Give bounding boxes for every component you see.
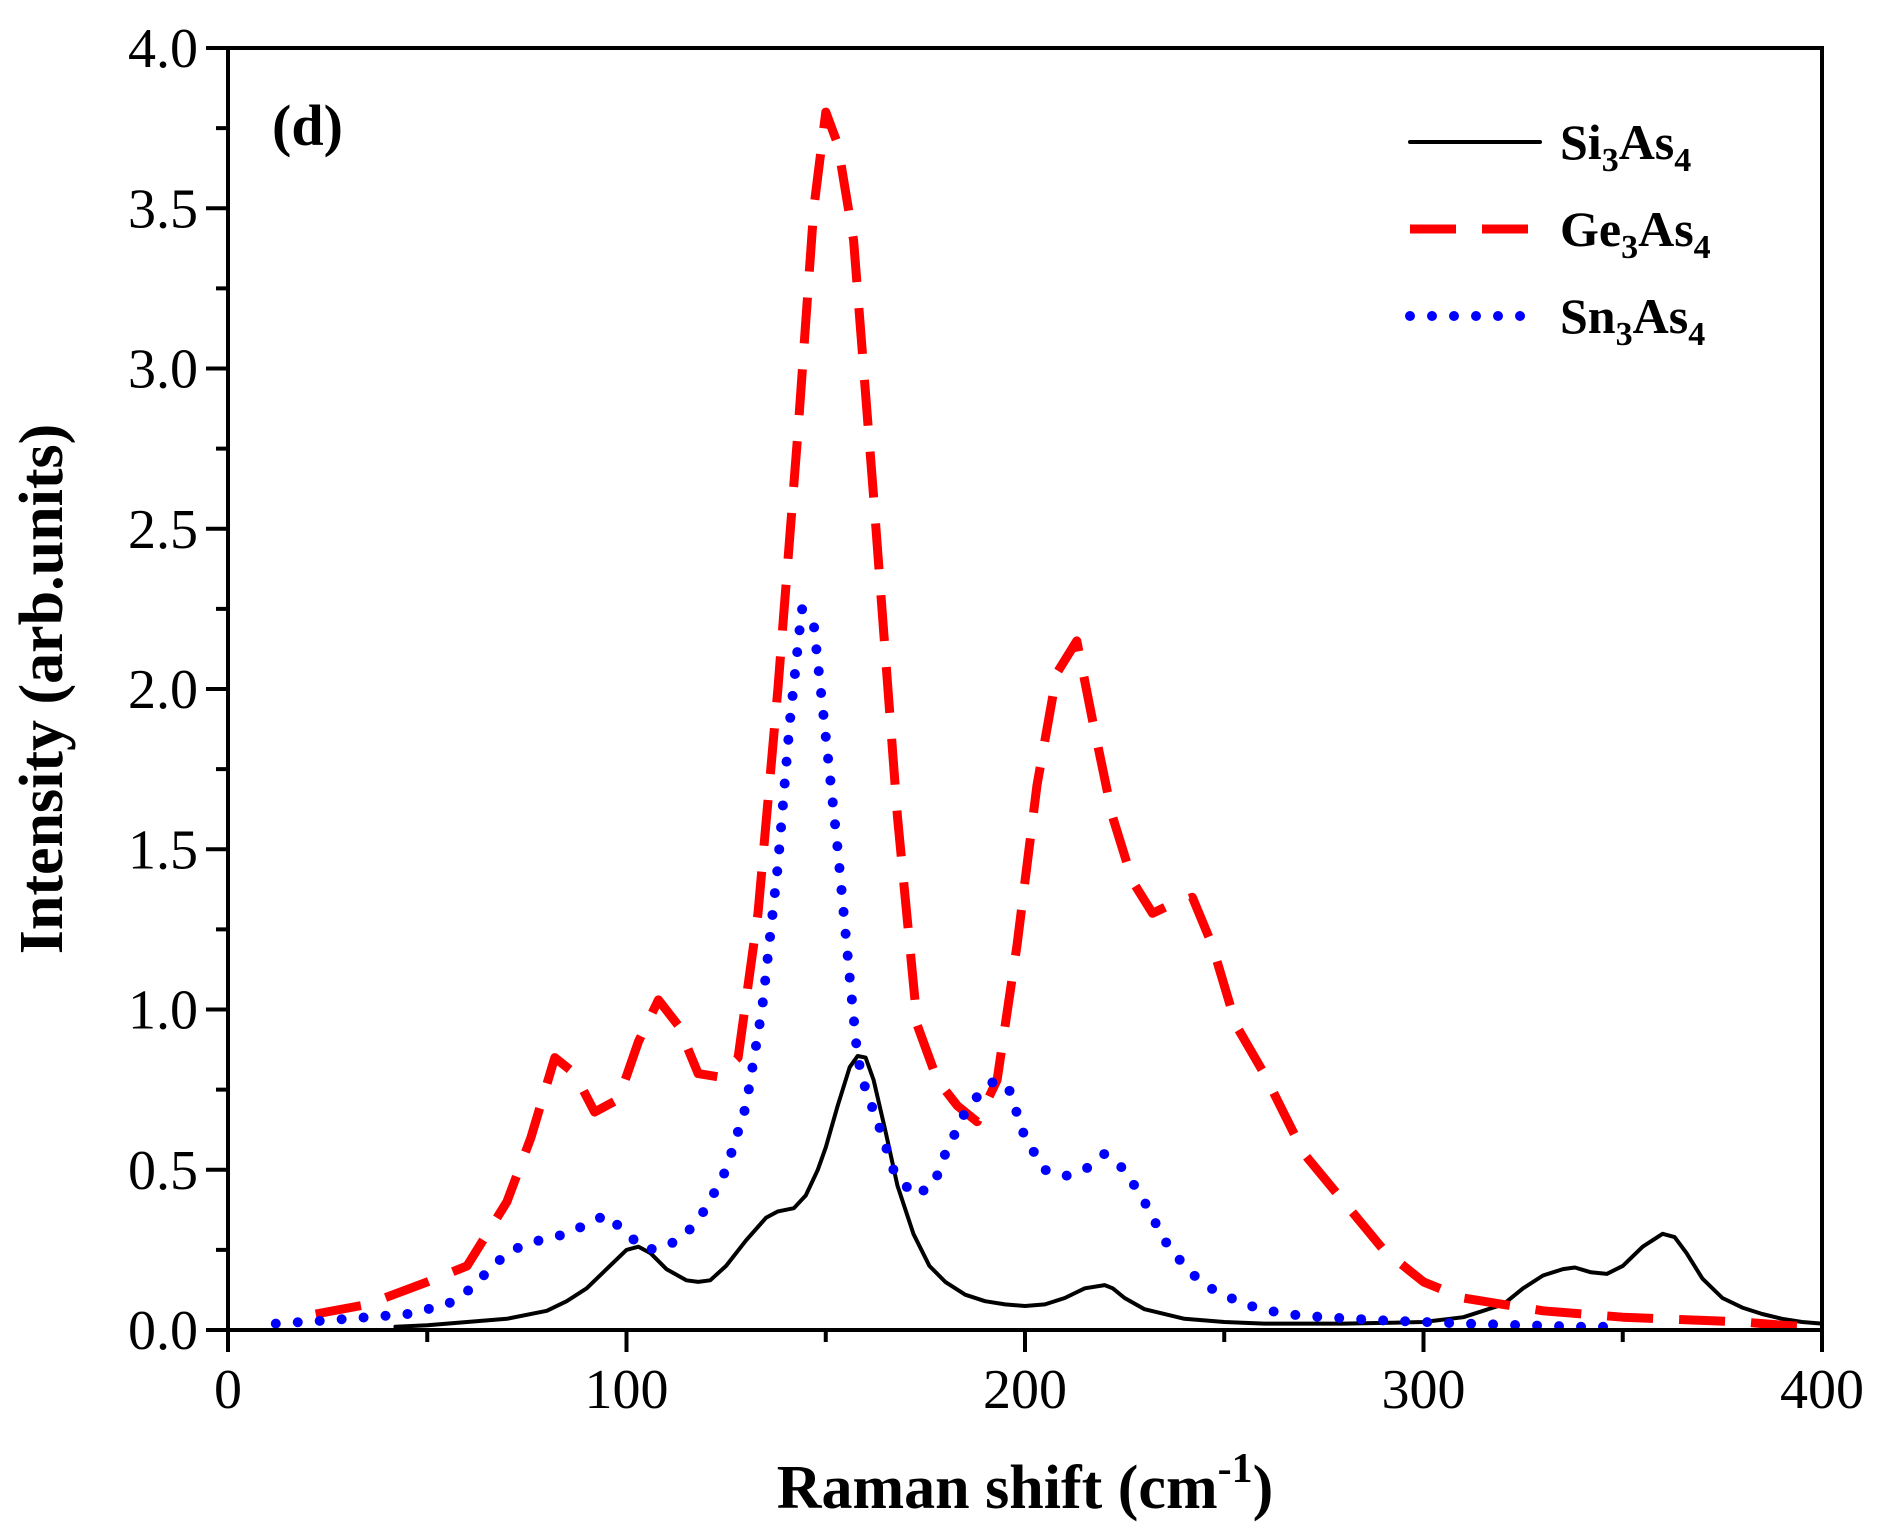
x-axis-title-main: Raman shift (cm	[777, 1454, 1218, 1522]
y-tick-label: 3.5	[128, 178, 198, 240]
legend-label-ge3as4: Ge3As4	[1560, 201, 1711, 266]
x-tick-label: 100	[585, 1359, 669, 1421]
panel-label: (d)	[272, 93, 343, 158]
tick-layer: 0 100 200 300 400 0.0 0.5 1.0 1.5 2.0 2.5 3.0 3.5 4.0	[128, 18, 1864, 1421]
series-line-ge3as4	[314, 107, 1815, 1330]
legend: Si3As4 Ge3As4 Sn3As4	[1405, 114, 1711, 353]
y-tick-label: 2.0	[128, 659, 198, 721]
y-tick-label: 1.0	[128, 980, 198, 1042]
y-tick-label: 0.5	[128, 1140, 198, 1202]
x-axis-title-suffix: )	[1253, 1454, 1274, 1522]
legend-label-si3as4: Si3As4	[1560, 114, 1691, 179]
x-tick-label: 300	[1382, 1359, 1466, 1421]
x-axis-title: Raman shift (cm-1)	[777, 1446, 1274, 1522]
y-tick-label: 1.5	[128, 819, 198, 881]
x-tick-label: 400	[1780, 1359, 1864, 1421]
y-tick-label: 3.0	[128, 339, 198, 401]
x-tick-label: 0	[214, 1359, 242, 1421]
y-tick-label: 2.5	[128, 499, 198, 561]
y-tick-label: 0.0	[128, 1300, 198, 1362]
series-line-sn3as4	[270, 603, 1628, 1330]
y-tick-label: 4.0	[128, 18, 198, 80]
series-layer	[270, 107, 1822, 1330]
x-axis-title-superscript: -1	[1218, 1446, 1253, 1492]
legend-label-sn3as4: Sn3As4	[1560, 288, 1705, 353]
x-tick-label: 200	[983, 1359, 1067, 1421]
series-line-si3as4	[393, 1054, 1822, 1329]
y-axis-title: Intensity (arb.units)	[8, 424, 76, 955]
